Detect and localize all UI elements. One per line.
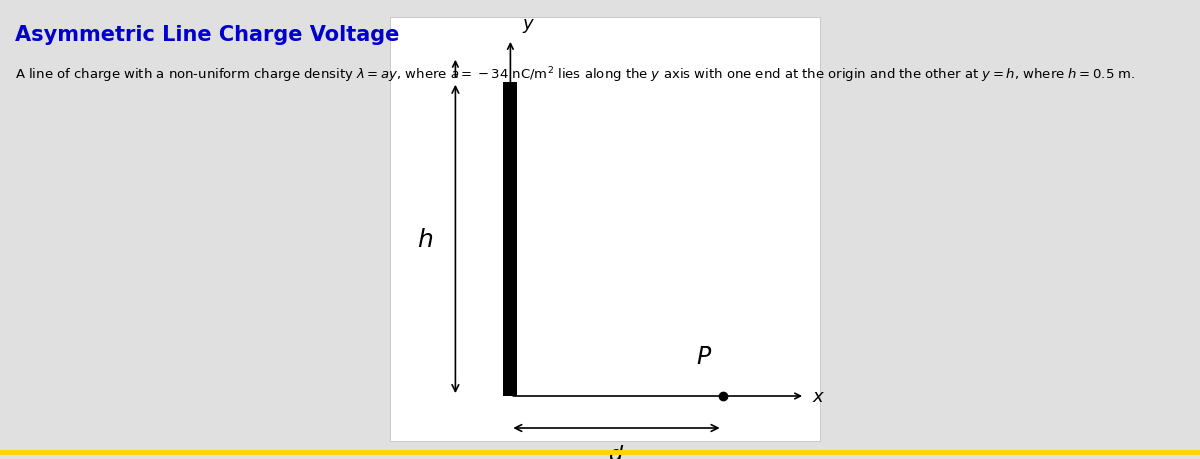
Text: $x$: $x$ [812,387,826,405]
Bar [390,18,820,441]
Bar [503,83,517,396]
Text: A line of charge with a non-uniform charge density $\lambda = ay$, where $a = -3: A line of charge with a non-uniform char… [14,65,1135,84]
Text: $h$: $h$ [418,227,433,252]
Text: $d$: $d$ [608,444,624,459]
Text: $y$: $y$ [522,17,535,35]
Text: Asymmetric Line Charge Voltage: Asymmetric Line Charge Voltage [14,25,400,45]
Text: $P$: $P$ [696,344,713,368]
